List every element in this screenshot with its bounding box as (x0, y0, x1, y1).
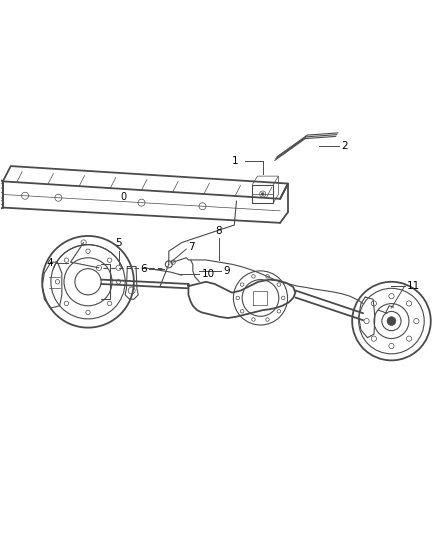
Text: 7: 7 (188, 242, 195, 252)
Text: 6: 6 (140, 264, 147, 273)
Text: 8: 8 (215, 226, 223, 236)
Text: 2: 2 (341, 141, 348, 150)
Text: 11: 11 (407, 281, 420, 291)
Text: 1: 1 (232, 156, 239, 166)
Circle shape (387, 317, 396, 326)
Text: 0: 0 (120, 192, 126, 201)
Text: 5: 5 (115, 238, 122, 248)
Text: 4: 4 (46, 258, 53, 268)
Text: 9: 9 (223, 266, 230, 276)
Text: 10: 10 (201, 269, 215, 279)
Circle shape (261, 193, 264, 195)
